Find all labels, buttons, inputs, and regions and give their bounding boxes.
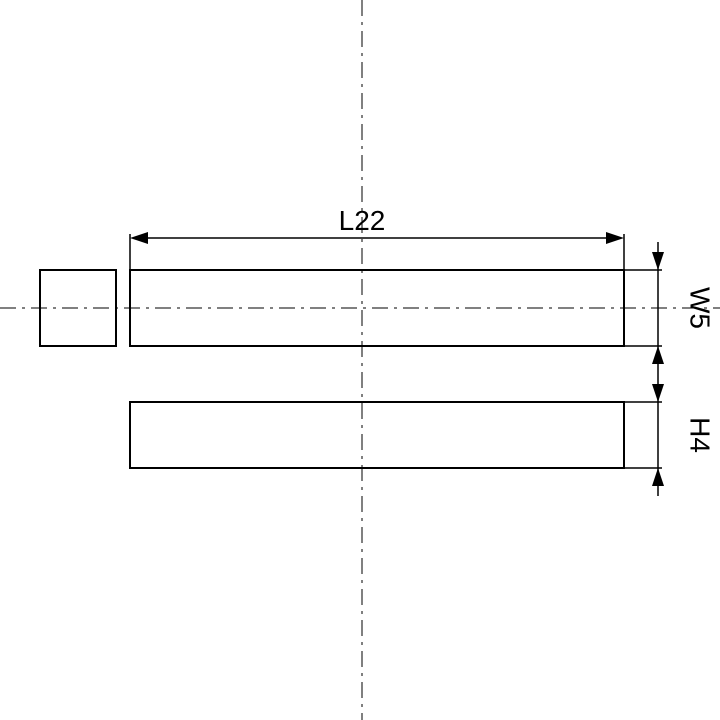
engineering-drawing: L22 W5 H4: [0, 0, 720, 720]
dimension-l22: L22: [130, 205, 624, 270]
lower-rect-view: [130, 402, 624, 468]
dimension-h4: H4: [624, 374, 715, 496]
dimension-w5-label: W5: [684, 287, 715, 329]
dimension-l22-label: L22: [339, 205, 386, 236]
dimension-h4-label: H4: [684, 417, 715, 453]
dimension-w5: W5: [624, 242, 715, 374]
